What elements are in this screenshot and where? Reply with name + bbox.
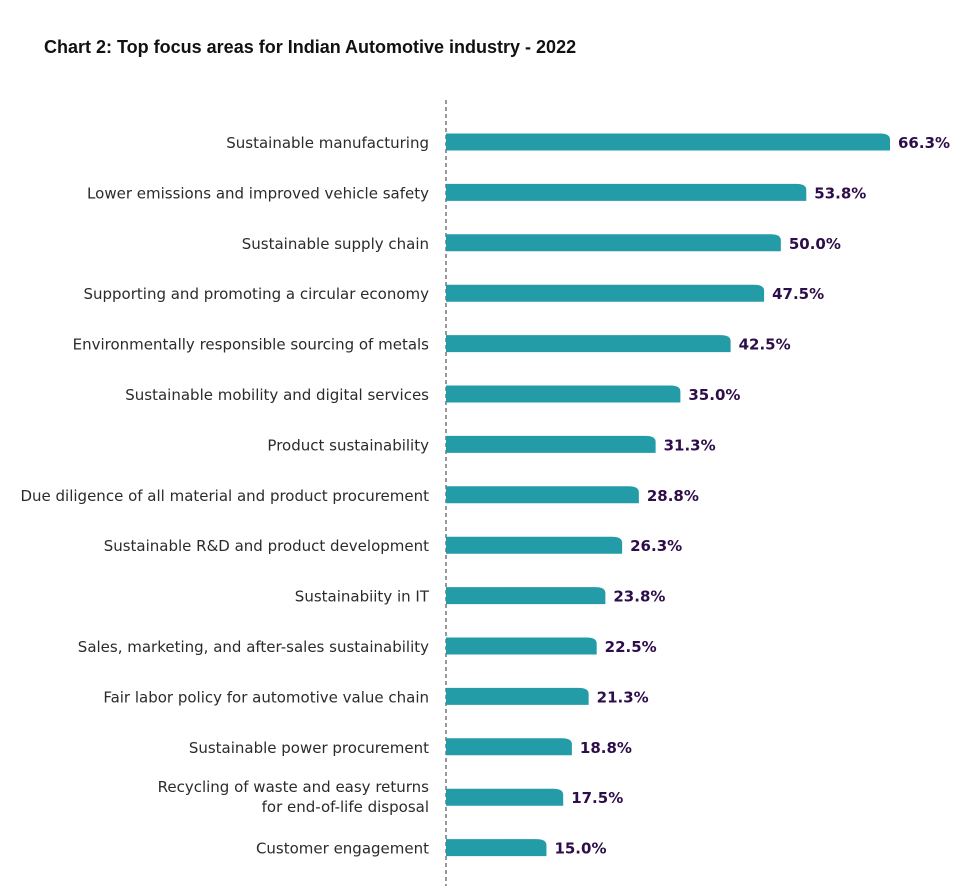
category-label-6: Product sustainability <box>267 436 429 454</box>
category-label-11: Fair labor policy for automotive value c… <box>103 688 429 706</box>
category-label-1: Lower emissions and improved vehicle saf… <box>87 184 429 202</box>
chart-title: Chart 2: Top focus areas for Indian Auto… <box>44 37 577 57</box>
bar-2 <box>446 234 781 252</box>
bar-4 <box>446 335 731 353</box>
value-label-11: 21.3% <box>597 688 649 706</box>
bar-6 <box>446 435 656 453</box>
value-label-4: 42.5% <box>739 336 791 354</box>
value-label-0: 66.3% <box>898 134 950 152</box>
bar-5 <box>446 385 681 403</box>
bar-3 <box>446 284 765 302</box>
bar-9 <box>446 587 606 605</box>
value-label-2: 50.0% <box>789 235 841 253</box>
category-label-5: Sustainable mobility and digital service… <box>125 386 429 404</box>
bar-1 <box>446 183 807 201</box>
category-label-9: Sustainabiity in IT <box>295 588 430 606</box>
value-label-10: 22.5% <box>605 638 657 656</box>
value-label-9: 23.8% <box>613 588 665 606</box>
bars-group <box>446 133 890 857</box>
value-label-8: 26.3% <box>630 537 682 555</box>
category-label-2: Sustainable supply chain <box>242 235 429 253</box>
value-label-5: 35.0% <box>688 386 740 404</box>
bar-13 <box>446 788 564 806</box>
category-label-14: Customer engagement <box>256 840 429 858</box>
value-label-3: 47.5% <box>772 285 824 303</box>
category-label-3: Supporting and promoting a circular econ… <box>83 285 429 303</box>
category-labels-group: Sustainable manufacturing Lower emissions… <box>20 134 429 858</box>
value-label-14: 15.0% <box>554 840 606 858</box>
value-label-6: 31.3% <box>664 436 716 454</box>
bar-7 <box>446 486 639 504</box>
bar-10 <box>446 637 597 655</box>
bar-11 <box>446 687 589 705</box>
category-label-10: Sales, marketing, and after-sales sustai… <box>78 638 429 656</box>
bar-8 <box>446 536 623 554</box>
category-label-8: Sustainable R&D and product development <box>104 537 429 555</box>
value-labels-group: 66.3% 53.8% 50.0% 47.5% 42.5% 35.0% 31.3% 28.8%… <box>554 134 950 858</box>
bar-0 <box>446 133 890 151</box>
bar-12 <box>446 738 572 756</box>
category-label-0: Sustainable manufacturing <box>226 134 429 152</box>
bar-14 <box>446 839 547 857</box>
value-label-1: 53.8% <box>814 184 866 202</box>
category-label-4: Environmentally responsible sourcing of … <box>73 336 430 354</box>
category-label-13: Recycling of waste and easy returns for e… <box>158 778 430 816</box>
category-label-12: Sustainable power procurement <box>189 739 429 757</box>
category-label-7: Due diligence of all material and produc… <box>20 487 429 505</box>
value-label-7: 28.8% <box>647 487 699 505</box>
value-label-12: 18.8% <box>580 739 632 757</box>
value-label-13: 17.5% <box>571 789 623 807</box>
